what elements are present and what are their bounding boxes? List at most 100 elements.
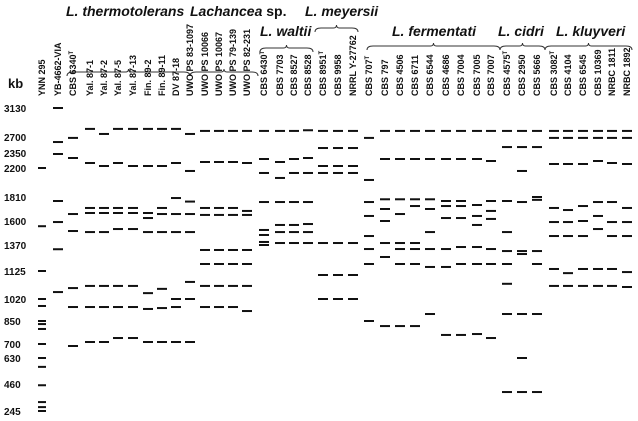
band (318, 298, 328, 300)
lane-label-text: YB-4662-VIA (53, 42, 63, 96)
band (348, 171, 358, 174)
tick-label: 1600 (4, 217, 27, 228)
band (113, 306, 123, 309)
species-name: L. waltii (260, 23, 312, 39)
band (348, 165, 358, 167)
lane-label: CBS 4104 (563, 54, 573, 96)
band (259, 228, 269, 231)
band (38, 406, 46, 409)
band (410, 205, 420, 208)
lane-label-text: UWO PS 83-1097 (185, 24, 195, 96)
band (171, 162, 181, 164)
band (563, 235, 573, 238)
axis-unit-label: kb (8, 76, 23, 91)
band (53, 141, 63, 144)
band (242, 209, 252, 212)
band (53, 153, 63, 155)
lane-label-text: CBS 7005 (472, 54, 482, 96)
band (425, 265, 435, 268)
band (578, 163, 588, 165)
band (242, 162, 252, 164)
band (364, 262, 374, 265)
lane-label: DV 87-18 (171, 58, 181, 96)
band (289, 231, 299, 234)
band (318, 274, 328, 276)
band (99, 212, 109, 214)
band (380, 129, 390, 132)
band (99, 341, 109, 344)
species-name: Lachancea (190, 3, 263, 19)
lane-label: NRRL Y-27762 (348, 35, 358, 96)
band (171, 127, 181, 130)
band (532, 198, 542, 201)
band (425, 208, 435, 210)
band (441, 217, 451, 220)
lane-label: UWO PS 82-231 (242, 29, 252, 96)
band (242, 129, 252, 132)
band (502, 313, 512, 316)
tick-label: 850 (4, 317, 21, 328)
lane-label-text: CBS 5666 (532, 54, 542, 96)
lane-label-text: UWO PS 79-139 (228, 29, 238, 96)
lane-label: CBS 797 (380, 59, 390, 96)
band (113, 162, 123, 164)
lane-label-text: CBS 4575 (502, 54, 512, 96)
band (318, 147, 328, 150)
band (113, 127, 123, 130)
lane-label: CBS 707T (364, 55, 374, 96)
band (563, 209, 573, 212)
band (38, 401, 46, 404)
band (593, 228, 603, 231)
lane-label-text: UWO PS 82-231 (242, 29, 252, 96)
band (85, 231, 95, 234)
band (593, 136, 603, 139)
band (185, 213, 195, 216)
band (364, 248, 374, 251)
group-brace (314, 24, 359, 33)
band (200, 206, 210, 209)
band (113, 337, 123, 340)
lane-label-text: CBS 8951 (318, 54, 328, 96)
type-strain-mark: T (319, 50, 325, 54)
band (214, 262, 224, 265)
band (85, 284, 95, 287)
band (563, 272, 573, 275)
band (318, 165, 328, 167)
band (303, 201, 313, 204)
band (157, 206, 167, 209)
lane-label: CBS 6711 (410, 55, 420, 96)
band (128, 337, 138, 340)
band (425, 158, 435, 160)
band (38, 320, 46, 322)
band (532, 196, 542, 198)
band (380, 198, 390, 201)
band (171, 298, 181, 300)
band (549, 206, 559, 209)
species-group-label: L. waltii (260, 23, 312, 39)
lane-label: UWO PS 10067 (214, 32, 224, 96)
band (53, 221, 63, 224)
band (593, 214, 603, 217)
band (395, 262, 405, 265)
band (143, 127, 153, 130)
band (578, 205, 588, 208)
lane-label-text: YNN 295 (37, 59, 47, 96)
band (348, 298, 358, 300)
band (185, 298, 195, 300)
band (502, 231, 512, 234)
bands (38, 107, 632, 412)
band (333, 298, 343, 300)
band (395, 325, 405, 328)
band (364, 136, 374, 139)
species-suffix: sp. (262, 3, 286, 19)
band (380, 158, 390, 160)
band (549, 235, 559, 238)
group-brace (66, 68, 191, 77)
band (38, 365, 46, 368)
band (578, 284, 588, 287)
band (517, 201, 527, 204)
lane-label: CBS 6544 (425, 54, 435, 96)
band (200, 262, 210, 265)
band (53, 107, 63, 109)
